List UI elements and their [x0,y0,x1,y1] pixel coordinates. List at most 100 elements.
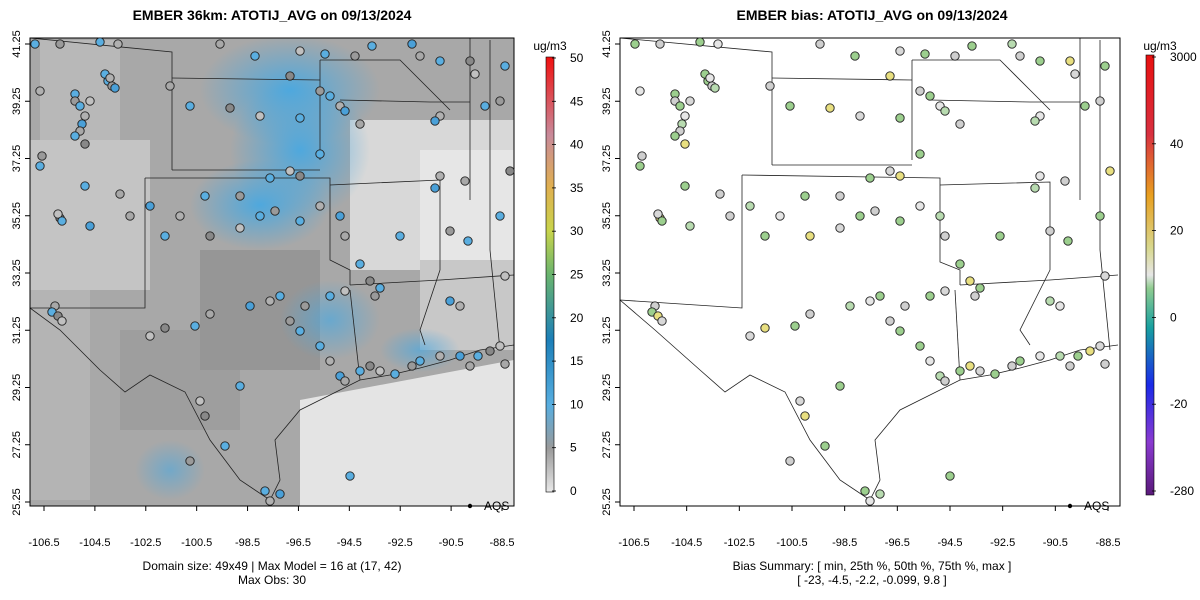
left-station-marker [250,51,260,61]
left-station-marker [185,456,195,466]
left-station-marker [495,341,505,351]
left-station-marker [325,356,335,366]
left-station-markers [30,37,515,506]
left-lon-tick-label: -100.5 [181,537,212,549]
left-station-marker [185,101,195,111]
left-lon-tick-label: -104.5 [79,537,110,549]
left-aqs-label: AQS [484,499,509,513]
left-station-marker [485,346,495,356]
left-station-marker [435,171,445,181]
left-station-marker [145,331,155,341]
left-station-marker [435,351,445,361]
left-station-marker [340,286,350,296]
left-station-marker [200,191,210,201]
left-station-marker [325,91,335,101]
left-colorbar-unit: ug/m3 [533,39,567,53]
left-station-marker [265,496,275,506]
right-station-marker [1070,69,1080,79]
left-station-marker [500,61,510,71]
left-station-marker [340,231,350,241]
right-station-marker [1095,96,1105,106]
left-station-marker [95,37,105,47]
left-station-marker [500,359,510,369]
right-station-marker [1055,301,1065,311]
left-station-marker [225,103,235,113]
right-station-marker [675,101,685,111]
right-station-marker [835,381,845,391]
right-station-marker [1095,211,1105,221]
left-footer-line1: Domain size: 49x49 | Max Model = 16 at (… [143,559,402,573]
right-colorbar-label: 3000 [1170,50,1197,64]
right-station-marker [785,456,795,466]
right-station-marker [875,291,885,301]
left-station-marker [285,71,295,81]
right-station-marker [925,356,935,366]
left-station-marker [75,101,85,111]
right-lon-tick-label: -92.5 [990,537,1015,549]
right-station-marker [815,39,825,49]
left-colorbar-label: 25 [570,268,584,282]
right-station-marker [945,471,955,481]
right-station-marker [1060,176,1070,186]
right-station-marker [800,411,810,421]
right-station-marker [680,139,690,149]
left-lat-tick-label: 25.25 [11,488,23,516]
left-aqs-dot [467,503,473,509]
left-station-marker [105,73,115,83]
left-station-marker [145,201,155,211]
right-colorbar-labels: 3000 40 20 0 -20 -280 [1152,50,1197,498]
left-station-marker [57,316,67,326]
right-station-marker [967,41,977,51]
left-lat-tick-label: 29.25 [11,374,23,402]
right-lat-tick-label: 31.25 [601,316,613,344]
right-lat-tick-label: 33.25 [601,259,613,287]
right-station-marker [635,161,645,171]
right-station-marker [970,291,980,301]
left-lat-tick-label: 39.25 [11,87,23,115]
right-aqs-label: AQS [1084,499,1109,513]
right-station-marker [1065,361,1075,371]
left-station-marker [205,309,215,319]
left-station-marker [455,301,465,311]
right-station-marker [630,39,640,49]
right-station-marker [1055,351,1065,361]
right-lon-tick-label: -90.5 [1043,537,1068,549]
right-station-marker [935,211,945,221]
left-lat-tick-label: 41.25 [11,30,23,58]
left-station-marker [110,83,120,93]
right-station-marker [1030,116,1040,126]
left-station-marker [285,166,295,176]
left-station-marker [37,151,47,161]
right-station-marker [895,171,905,181]
right-station-marker [775,211,785,221]
right-lat-axis: 41.25 39.25 37.25 35.25 33.25 31.25 29.25 27.25… [601,30,620,516]
left-station-marker [205,231,215,241]
left-colorbar-label: 50 [570,51,584,65]
right-station-marker [975,283,985,293]
right-station-marker [715,189,725,199]
right-station-marker [1015,51,1025,61]
left-station-marker [375,283,385,293]
right-station-marker [940,286,950,296]
left-station-marker [165,81,175,91]
right-aqs-dot [1067,503,1073,509]
right-station-marker [1105,166,1115,176]
left-station-marker [300,301,310,311]
right-station-marker [955,119,965,129]
left-colorbar-label: 30 [570,224,584,238]
right-station-marker [940,231,950,241]
left-lat-tick-label: 33.25 [11,259,23,287]
left-station-marker [407,39,417,49]
left-station-marker [345,471,355,481]
right-station-marker [805,309,815,319]
right-colorbar-label: -20 [1170,397,1188,411]
right-station-marker [855,111,865,121]
right-station-marker [1035,351,1045,361]
right-station-marker [1080,101,1090,111]
left-station-marker [175,211,185,221]
left-station-marker [460,176,470,186]
left-lon-tick-label: -98.5 [235,537,260,549]
right-colorbar-label: 40 [1170,137,1184,151]
right-station-marker [870,206,880,216]
